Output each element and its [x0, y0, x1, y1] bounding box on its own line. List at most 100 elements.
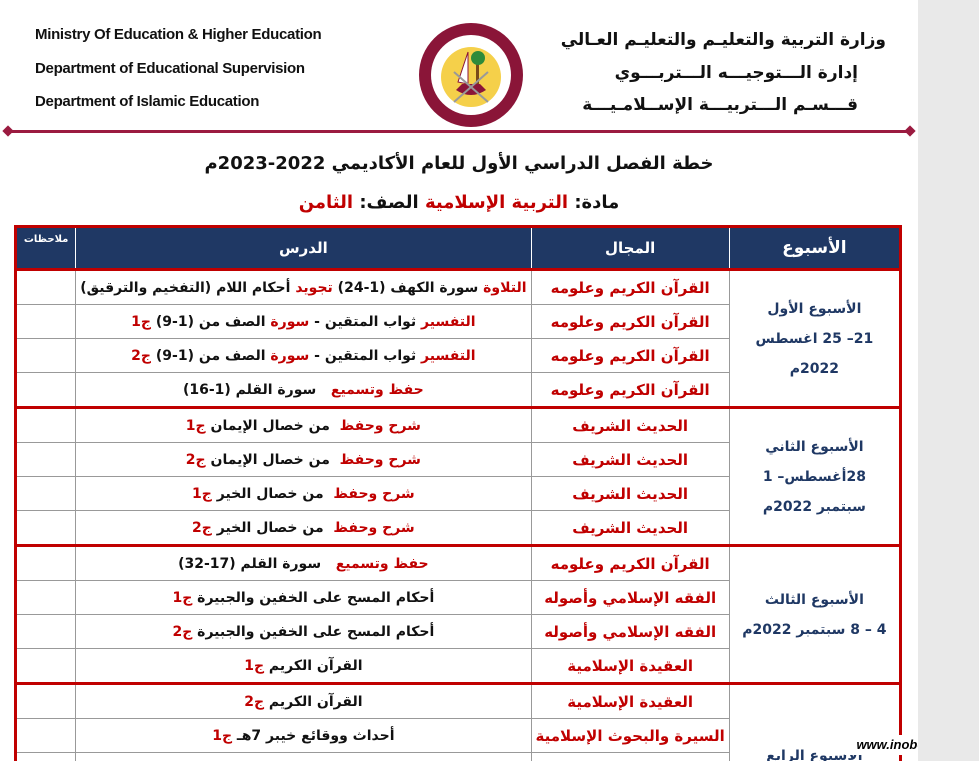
lesson-text: من خصال الإيمان — [205, 417, 340, 434]
lesson-text: أحكام المسح على الخفين والجبيرة — [192, 623, 435, 640]
department-ar: قـــسـم الـــتربيـــة الإســلامـيـــة — [582, 95, 858, 115]
header-notes: ملاحظات — [14, 226, 76, 270]
lesson-text: سورة القلم (17-32) — [178, 555, 336, 572]
plan-title: خطة الفصل الدراسي الأول للعام الأكاديمي … — [204, 153, 714, 174]
header-week: الأسبوع — [728, 226, 901, 270]
field-cell: الحديث الشريف — [530, 442, 730, 477]
lesson-cell: شرح وحفظ من خصال الإيمان ج2 — [75, 442, 532, 477]
lesson-keyword: ج2 — [131, 347, 151, 364]
header-divider — [6, 130, 912, 133]
week-label: الأسبوع الثاني — [765, 438, 864, 455]
table-row: العقيدة الإسلامية القرآن الكريم ج1 — [14, 648, 901, 684]
table-row: القرآن الكريم وعلومه حفظ وتسميع سورة القل… — [14, 372, 901, 408]
lesson-text: ثواب المتقين - — [309, 347, 422, 364]
lesson-text: الصف من (1-9) — [151, 313, 271, 330]
supervision-en: Department of Educational Supervision — [35, 60, 305, 77]
subject-label: مادة: — [568, 192, 620, 213]
lesson-keyword: شرح وحفظ — [339, 451, 421, 468]
document-page: Ministry Of Education & Higher Education… — [0, 0, 918, 761]
notes-cell[interactable] — [14, 372, 77, 408]
lesson-keyword: حفظ وتسميع — [335, 555, 429, 572]
notes-cell[interactable] — [14, 338, 77, 373]
lesson-keyword: ج2 — [172, 623, 193, 640]
lesson-cell: حفظ وتسميع سورة القلم (1-16) — [75, 372, 532, 408]
week-cell: الأسبوع الثاني 28أغسطس– 1 سبتمبر 2022م — [728, 406, 902, 546]
lesson-text: الصف من (1-9) — [151, 347, 271, 364]
header-lesson: الدرس — [75, 226, 532, 270]
notes-cell[interactable] — [14, 682, 77, 719]
subject-value: التربية الإسلامية — [424, 192, 569, 213]
lesson-text: أحداث ووقائع خيبر 7هـ — [232, 727, 395, 744]
field-cell: الحديث الشريف — [530, 406, 730, 443]
field-cell: القرآن الكريم وعلومه — [530, 544, 730, 581]
supervision-ar: إدارة الـــتوجيـــه الـــتربـــوي — [614, 63, 858, 83]
week-cell: الأسبوع الأول 21– 25 اغسطس 2022م — [728, 268, 902, 408]
lesson-cell: التلاوة سورة الكهف (1-24) تجويد أحكام ال… — [75, 268, 532, 305]
week-dates: 21– 25 اغسطس 2022م — [755, 330, 874, 377]
lesson-keyword: سورة — [270, 347, 310, 364]
week-dates: 28أغسطس– 1 سبتمبر 2022م — [762, 468, 866, 515]
lesson-keyword: التفسير — [421, 313, 476, 330]
week-label: الأسبوع الأول — [767, 300, 862, 317]
table-row: الأسبوع الثالث 4 – 8 سبتمبر 2022م القرآن ا… — [14, 544, 902, 684]
lesson-text: أحكام اللام (التفخيم والترقيق) — [80, 279, 296, 296]
table-row: الحديث الشريف شرح وحفظ من خصال الخير ج1 — [14, 476, 901, 511]
notes-cell[interactable] — [14, 544, 77, 581]
lesson-cell: حفظ وتسميع سورة القلم (17-32) — [75, 544, 532, 581]
lesson-keyword: ج1 — [244, 657, 265, 674]
ministry-ar: وزارة التربية والتعليـم والتعليـم العـال… — [560, 30, 886, 50]
notes-cell[interactable] — [14, 476, 77, 511]
department-en: Department of Islamic Education — [35, 93, 260, 110]
field-cell: القرآن الكريم وعلومه — [530, 268, 730, 305]
field-cell: العقيدة الإسلامية — [530, 648, 730, 684]
lesson-keyword: ج2 — [185, 451, 206, 468]
lesson-text: من خصال الخير — [211, 485, 334, 502]
table-row: القرآن الكريم وعلومه التفسير ثواب المتقين… — [14, 304, 901, 339]
notes-cell[interactable] — [14, 304, 77, 339]
field-cell: الفقه الإسلامي وأصوله — [530, 580, 730, 615]
lesson-cell: أحكام المسح على الخفين والجبيرة ج2 — [75, 614, 532, 649]
lesson-keyword: شرح وحفظ — [333, 485, 415, 502]
watermark: www.inob-io.com — [845, 735, 918, 755]
notes-cell[interactable] — [14, 648, 77, 684]
table-row: السيرة والبحوث الإسلامية أحداث ووقائع خيب… — [14, 718, 901, 753]
lesson-cell: شرح وحفظ من خصال الخير ج2 — [75, 510, 532, 546]
table-row: الحديث الشريف شرح وحفظ من خصال الخير ج2 — [14, 510, 901, 546]
table-row: الأسبوع الأول 21– 25 اغسطس 2022م القرآن ال… — [14, 268, 902, 408]
lesson-cell: أحداث ووقائع خيبر 7هـ ج1 — [75, 718, 532, 753]
lesson-text: من خصال الخير — [211, 519, 334, 536]
header-field: المجال — [530, 226, 730, 270]
grade-label: الصف: — [353, 192, 425, 213]
field-cell: الحديث الشريف — [530, 510, 730, 546]
lesson-keyword: سورة — [270, 313, 310, 330]
field-cell: العقيدة الإسلامية — [530, 682, 730, 719]
week-dates: 4 – 8 سبتمبر 2022م — [742, 621, 887, 638]
lesson-keyword: التفسير — [421, 347, 476, 364]
lesson-keyword: شرح وحفظ — [333, 519, 415, 536]
notes-cell[interactable] — [14, 510, 77, 546]
lesson-text: من خصال الإيمان — [205, 451, 340, 468]
field-cell — [530, 752, 730, 761]
notes-cell[interactable] — [14, 752, 77, 761]
field-cell: السيرة والبحوث الإسلامية — [530, 718, 730, 753]
grade-value: الثامن — [298, 192, 354, 213]
lesson-cell: شرح وحفظ من خصال الخير ج1 — [75, 476, 532, 511]
notes-cell[interactable] — [14, 406, 77, 443]
notes-cell[interactable] — [14, 614, 77, 649]
notes-cell[interactable] — [14, 268, 77, 305]
week-label: الأسبوع الثالث — [764, 591, 864, 608]
notes-cell[interactable] — [14, 580, 77, 615]
lesson-keyword: ج2 — [244, 693, 265, 710]
lesson-text: سورة القلم (1-16) — [182, 381, 331, 398]
lesson-keyword: ج2 — [192, 519, 212, 536]
lesson-text: القرآن الكريم — [264, 657, 363, 674]
lesson-text: القرآن الكريم — [264, 693, 363, 710]
lesson-text: ثواب المتقين - — [309, 313, 422, 330]
lesson-keyword: التلاوة — [483, 279, 527, 296]
lesson-text: أحكام المسح على الخفين والجبيرة — [192, 589, 435, 606]
field-cell: الحديث الشريف — [530, 476, 730, 511]
field-cell: القرآن الكريم وعلومه — [530, 304, 730, 339]
notes-cell[interactable] — [14, 442, 77, 477]
week-cell: الأسبوع الثالث 4 – 8 سبتمبر 2022م — [728, 544, 902, 684]
notes-cell[interactable] — [14, 718, 77, 753]
